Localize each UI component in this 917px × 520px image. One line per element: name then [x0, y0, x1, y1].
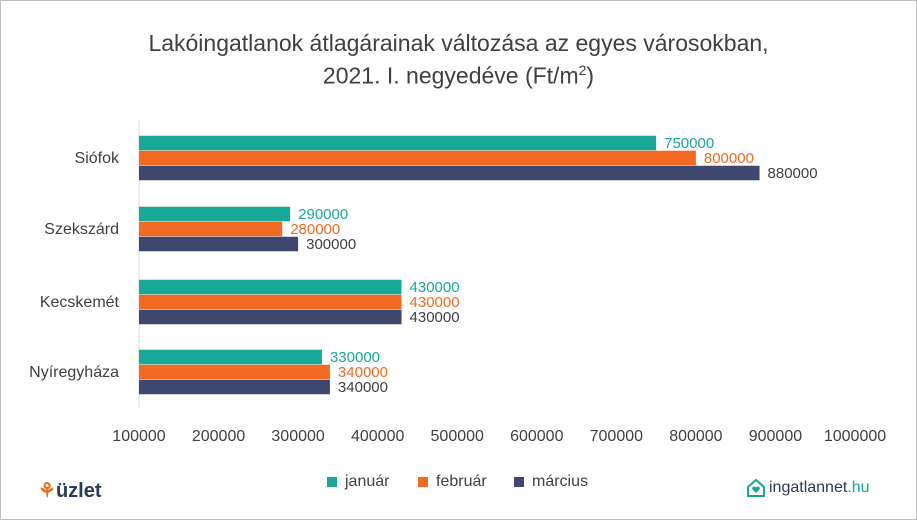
ingatlannet-logo: ingatlannet .hu: [746, 478, 870, 498]
bar-március: [139, 379, 330, 395]
data-label: 750000: [664, 135, 714, 152]
x-tick-label: 300000: [271, 428, 324, 445]
x-tick-label: 500000: [431, 428, 484, 445]
x-tick-label: 200000: [192, 428, 245, 445]
bar-február: [139, 150, 696, 166]
bar-január: [139, 349, 322, 365]
legend-swatch: [514, 477, 524, 487]
x-tick-label: 400000: [351, 428, 404, 445]
legend-label: január: [345, 473, 390, 490]
house-heart-icon: [747, 478, 765, 497]
category-label: Kecskemét: [40, 294, 120, 311]
legend-swatch: [327, 477, 337, 487]
x-tick-label: 600000: [510, 428, 563, 445]
bar-chart: Siófok Szekszárd Kecskemét Nyíregyháza 75000…: [29, 120, 886, 445]
data-label: 800000: [704, 150, 754, 167]
data-label: 430000: [410, 294, 460, 311]
x-tick-label: 100000: [112, 428, 165, 445]
data-label: 330000: [330, 349, 380, 366]
category-label: Szekszárd: [44, 221, 119, 238]
data-label: 430000: [410, 309, 460, 326]
legend-swatch: [418, 477, 428, 487]
bar-január: [139, 206, 291, 222]
bar-február: [139, 294, 402, 310]
data-label: 300000: [306, 236, 356, 253]
bar-február: [139, 364, 330, 380]
data-label: 290000: [298, 206, 348, 223]
category-label: Siófok: [75, 150, 120, 167]
bar-február: [139, 221, 283, 237]
bar-március: [139, 236, 299, 252]
x-tick-label: 700000: [590, 428, 643, 445]
uzlet-logo: ⚘üzlet: [38, 480, 102, 502]
legend-item: március: [514, 473, 588, 491]
data-label: 880000: [768, 165, 818, 182]
chart-title-line2: 2021. I. negyedéve (Ft/m2): [322, 62, 595, 89]
data-label: 340000: [338, 379, 388, 396]
legend-item: január: [327, 473, 389, 491]
legend-label: március: [532, 473, 589, 490]
bar-január: [139, 279, 402, 295]
data-label: 430000: [410, 279, 460, 296]
bar-január: [139, 135, 657, 151]
x-tick-label: 1000000: [824, 428, 886, 445]
bar-március: [139, 309, 402, 325]
data-label: 340000: [338, 364, 388, 381]
x-tick-label: 900000: [749, 428, 802, 445]
legend-item: február: [418, 473, 487, 491]
legend-label: február: [436, 473, 487, 490]
x-tick-label: 800000: [669, 428, 722, 445]
chart-title-line1: Lakóingatlanok átlagárainak változása az…: [148, 30, 769, 56]
category-label: Nyíregyháza: [29, 364, 119, 381]
bar-március: [139, 165, 760, 181]
data-label: 280000: [290, 221, 340, 238]
